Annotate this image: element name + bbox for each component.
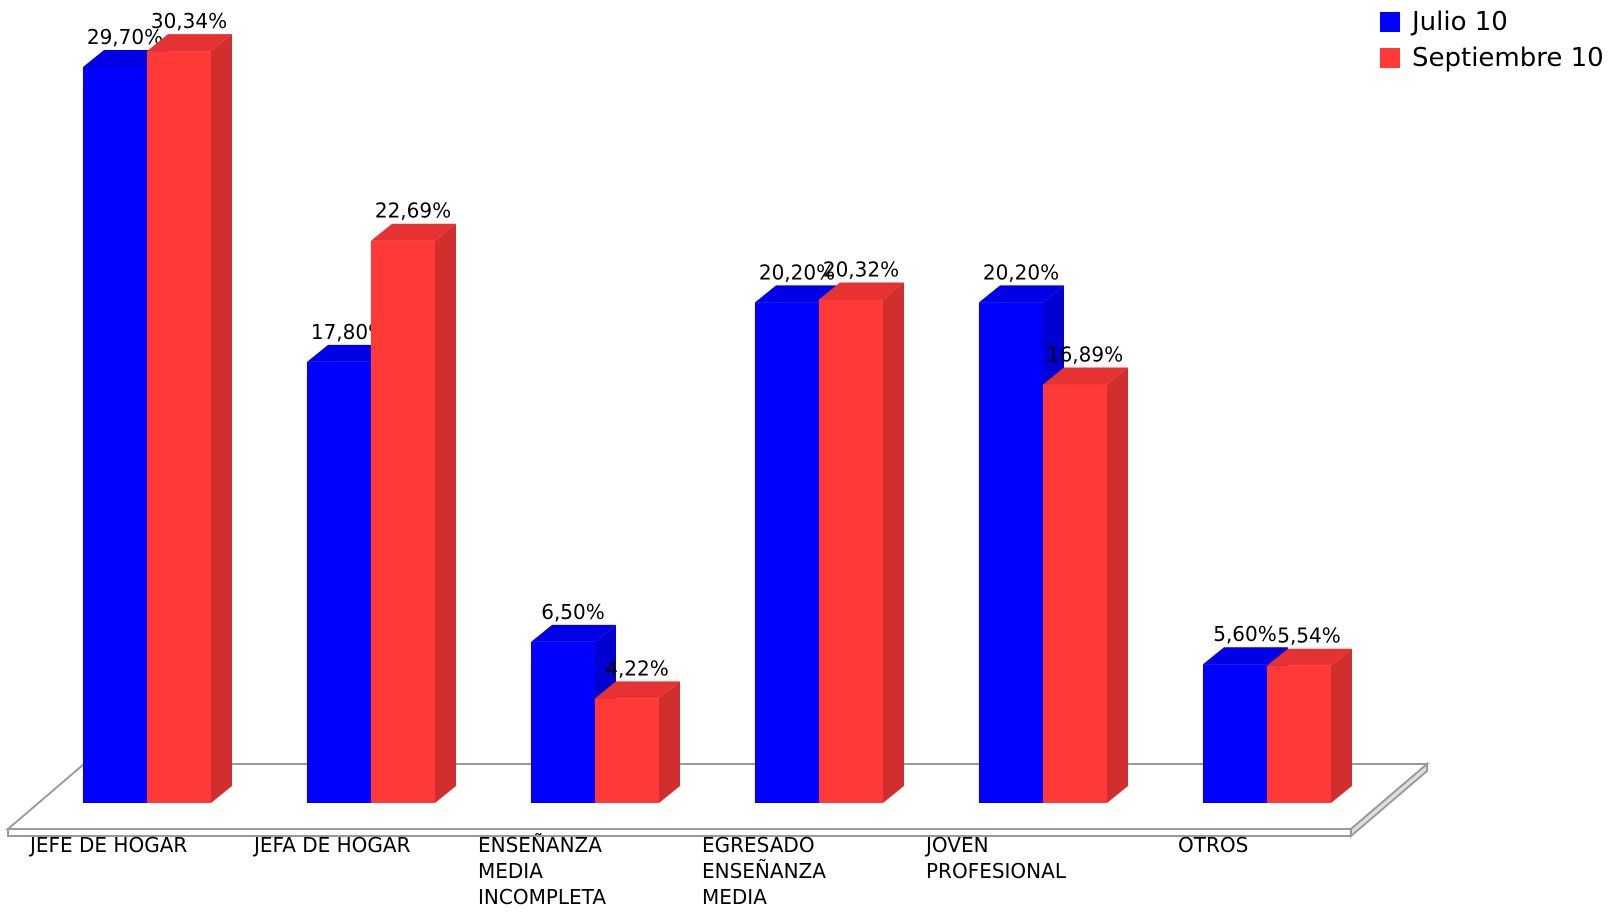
value-label-septiembre-1: 22,69% bbox=[375, 199, 451, 223]
category-label-line: JEFE DE HOGAR bbox=[28, 833, 187, 857]
bar-side-septiembre-1 bbox=[435, 223, 456, 803]
legend-swatch-julio bbox=[1380, 12, 1400, 32]
value-label-septiembre-0: 30,34% bbox=[151, 9, 227, 33]
legend-label-julio: Julio 10 bbox=[1412, 7, 1508, 37]
bar-top-julio-4 bbox=[979, 285, 1064, 303]
value-label-julio-2: 6,50% bbox=[541, 600, 605, 624]
category-label-5: OTROS bbox=[1178, 833, 1248, 857]
bar-septiembre-3 bbox=[819, 299, 883, 803]
category-label-line: JEFA DE HOGAR bbox=[252, 833, 411, 857]
bar-side-septiembre-4 bbox=[1107, 367, 1128, 803]
category-label-line: MEDIA bbox=[702, 885, 767, 909]
bar-septiembre-2 bbox=[595, 698, 659, 803]
category-label-line: INCOMPLETA bbox=[478, 885, 606, 909]
value-label-septiembre-3: 20,32% bbox=[823, 257, 899, 281]
category-label-2: ENSEÑANZA MEDIA INCOMPLETA bbox=[478, 833, 606, 909]
legend-item-julio: Julio 10 bbox=[1380, 4, 1604, 40]
legend-item-septiembre: Septiembre 10 bbox=[1380, 40, 1604, 76]
bar-julio-4 bbox=[979, 302, 1043, 803]
bar-julio-0 bbox=[83, 67, 147, 803]
bar-top-septiembre-3 bbox=[819, 282, 904, 300]
chart-floor-side bbox=[1350, 761, 1428, 839]
bar-top-julio-3 bbox=[755, 285, 840, 303]
bar-julio-2 bbox=[531, 641, 595, 803]
value-label-julio-5: 5,60% bbox=[1213, 622, 1277, 646]
bar-top-julio-0 bbox=[83, 50, 168, 67]
value-label-septiembre-4: 16,89% bbox=[1047, 342, 1123, 366]
bar-top-septiembre-0 bbox=[147, 34, 232, 52]
bar-julio-1 bbox=[307, 361, 371, 803]
legend: Julio 10 Septiembre 10 bbox=[1380, 4, 1604, 76]
bar-side-septiembre-3 bbox=[883, 282, 904, 803]
category-label-line: OTROS bbox=[1178, 833, 1248, 857]
value-label-julio-0: 29,70% bbox=[87, 25, 163, 49]
category-label-line: ENSEÑANZA bbox=[702, 859, 826, 883]
bar-top-julio-5 bbox=[1203, 647, 1288, 665]
category-label-line: MEDIA bbox=[478, 859, 543, 883]
bar-septiembre-0 bbox=[147, 51, 211, 803]
category-label-1: JEFA DE HOGAR bbox=[252, 833, 411, 857]
value-label-julio-4: 20,20% bbox=[983, 260, 1059, 284]
category-label-line: ENSEÑANZA bbox=[478, 833, 602, 857]
bar-septiembre-4 bbox=[1043, 384, 1107, 803]
bar-julio-5 bbox=[1203, 664, 1267, 803]
bar-top-septiembre-5 bbox=[1267, 648, 1352, 666]
bar-side-septiembre-0 bbox=[211, 34, 232, 803]
bar-julio-3 bbox=[755, 302, 819, 803]
bar-side-septiembre-2 bbox=[659, 681, 680, 803]
bar-top-septiembre-2 bbox=[595, 681, 680, 699]
bar-septiembre-1 bbox=[371, 240, 435, 803]
bar-top-septiembre-1 bbox=[371, 223, 456, 241]
bar-side-septiembre-5 bbox=[1331, 648, 1352, 803]
bar-top-julio-1 bbox=[307, 344, 392, 362]
bar-top-septiembre-4 bbox=[1043, 367, 1128, 385]
category-label-line: JOVEN bbox=[924, 833, 989, 857]
category-label-4: JOVEN PROFESIONAL bbox=[924, 833, 1067, 883]
bar-top-julio-2 bbox=[531, 624, 616, 642]
value-label-septiembre-5: 5,54% bbox=[1277, 624, 1341, 648]
legend-label-septiembre: Septiembre 10 bbox=[1412, 43, 1604, 73]
category-label-line: PROFESIONAL bbox=[926, 859, 1067, 883]
chart-floor-edge bbox=[7, 828, 1352, 837]
category-label-0: JEFE DE HOGAR bbox=[28, 833, 187, 857]
value-label-julio-3: 20,20% bbox=[759, 260, 835, 284]
bar-septiembre-5 bbox=[1267, 665, 1331, 803]
category-label-line: EGRESADO bbox=[702, 833, 815, 857]
value-label-septiembre-2: 4,22% bbox=[605, 656, 669, 680]
legend-swatch-septiembre bbox=[1380, 48, 1400, 68]
category-label-3: EGRESADO ENSEÑANZA MEDIA bbox=[702, 833, 826, 909]
